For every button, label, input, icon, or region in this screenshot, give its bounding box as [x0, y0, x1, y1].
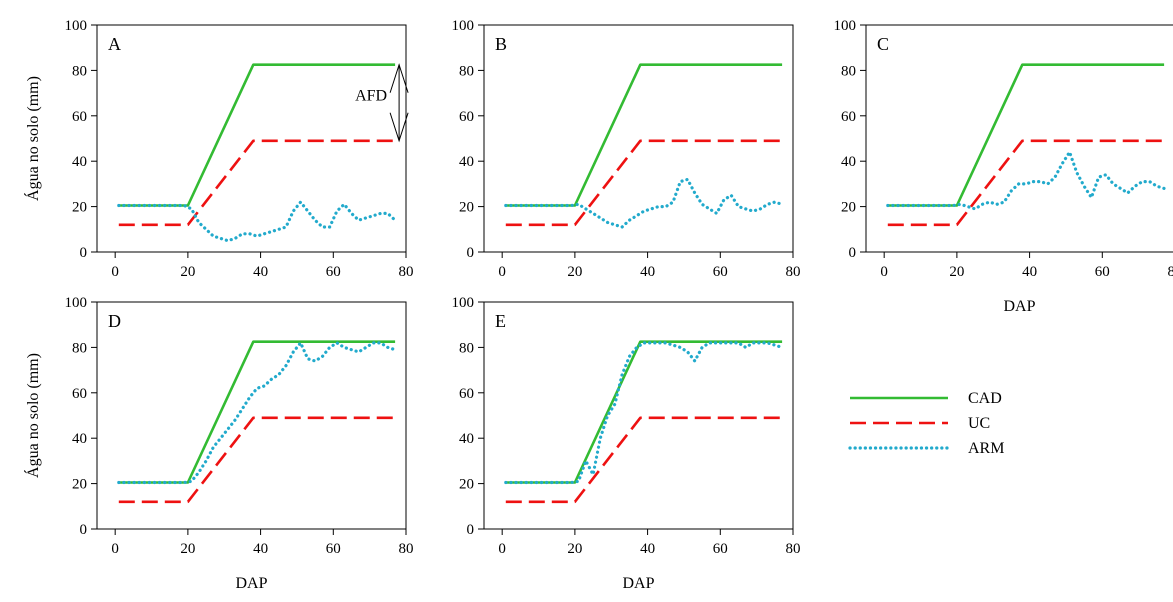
x-tick-label: 0	[111, 264, 119, 280]
panel-letter: A	[108, 34, 121, 54]
afd-label: AFD	[355, 88, 387, 105]
legend-label-cad: CAD	[968, 390, 1002, 407]
x-tick-label: 40	[640, 541, 655, 557]
series-line-cad	[505, 63, 783, 207]
y-tick-label: 80	[459, 340, 474, 356]
legend-label-arm: ARM	[968, 440, 1004, 457]
series-line-arm	[117, 341, 397, 485]
y-tick-label: 40	[841, 154, 856, 170]
y-tick-label: 80	[72, 340, 87, 356]
y-tick-label: 80	[841, 63, 856, 79]
x-tick-label: 20	[180, 264, 195, 280]
y-tick-label: 60	[459, 386, 474, 402]
legend: CAD UC ARM	[848, 390, 1004, 457]
x-tick-label: 20	[180, 541, 195, 557]
series-line-arm	[117, 200, 397, 243]
x-axis-label: DAP	[1003, 298, 1035, 315]
y-tick-label: 0	[849, 245, 857, 261]
series-line-uc	[118, 416, 396, 504]
x-tick-label: 20	[567, 541, 582, 557]
panel-c: 0 20 40 60 80 100 0 20 40 60 80 C DAP	[834, 18, 1173, 315]
x-tick-label: 0	[111, 541, 119, 557]
y-tick-label: 20	[459, 200, 474, 216]
y-axis-label: Água no solo (mm)	[23, 353, 42, 478]
y-tick-label: 20	[72, 477, 87, 493]
y-tick-label: 80	[72, 63, 87, 79]
plot-frame	[96, 301, 407, 530]
series-line-uc	[887, 139, 1165, 227]
plot-frame	[96, 24, 407, 253]
series-line-uc	[505, 139, 783, 227]
panel-a: 0 20 40 60 80 100 0 20 40 60 80 A Água no solo (mm) A…	[23, 18, 414, 280]
y-axis-label: Água no solo (mm)	[23, 76, 42, 201]
y-tick-label: 40	[72, 431, 87, 447]
y-tick-label: 100	[834, 18, 857, 34]
y-tick-label: 40	[459, 431, 474, 447]
x-axis-label: DAP	[622, 575, 654, 592]
x-tick-label: 40	[640, 264, 655, 280]
y-tick-label: 0	[80, 522, 88, 538]
y-tick-label: 0	[467, 245, 475, 261]
y-tick-label: 100	[65, 18, 88, 34]
x-tick-label: 60	[1095, 264, 1110, 280]
plot-frame	[483, 301, 794, 530]
y-tick-label: 40	[72, 154, 87, 170]
legend-label-uc: UC	[968, 415, 990, 432]
series-line-arm	[504, 177, 784, 229]
x-tick-label: 20	[949, 264, 964, 280]
y-tick-label: 0	[80, 245, 88, 261]
x-tick-label: 60	[713, 541, 728, 557]
y-tick-label: 60	[72, 386, 87, 402]
series-line-cad	[505, 340, 783, 484]
y-tick-label: 80	[459, 63, 474, 79]
series-line-cad	[118, 340, 396, 484]
series-line-arm	[886, 150, 1166, 211]
y-tick-label: 20	[459, 477, 474, 493]
y-tick-label: 20	[841, 200, 856, 216]
panel-d: 0 20 40 60 80 100 0 20 40 60 80 D Água no solo (mm) D…	[23, 295, 414, 592]
y-tick-label: 0	[467, 522, 475, 538]
afd-arrowhead-top	[389, 63, 409, 93]
panel-letter: C	[877, 34, 889, 54]
y-tick-label: 60	[72, 109, 87, 125]
series-line-cad	[118, 63, 396, 207]
x-tick-label: 80	[786, 541, 801, 557]
y-tick-label: 100	[65, 295, 88, 311]
panel-e: 0 20 40 60 80 100 0 20 40 60 80 E DAP	[452, 295, 801, 592]
panel-letter: B	[495, 34, 507, 54]
series-line-uc	[505, 416, 783, 504]
y-tick-label: 60	[459, 109, 474, 125]
x-tick-label: 0	[880, 264, 888, 280]
y-tick-label: 100	[452, 295, 475, 311]
plot-frame	[865, 24, 1173, 253]
y-tick-label: 100	[452, 18, 475, 34]
x-axis-label: DAP	[235, 575, 267, 592]
afd-arrowhead-bottom	[389, 112, 409, 143]
y-tick-label: 20	[72, 200, 87, 216]
x-tick-label: 0	[498, 264, 506, 280]
x-tick-label: 80	[1168, 264, 1173, 280]
x-tick-label: 60	[713, 264, 728, 280]
plot-frame	[483, 24, 794, 253]
x-tick-label: 80	[786, 264, 801, 280]
series-line-arm	[504, 341, 784, 485]
x-tick-label: 40	[253, 264, 268, 280]
x-tick-label: 40	[1022, 264, 1037, 280]
panel-b: 0 20 40 60 80 100 0 20 40 60 80 B	[452, 18, 801, 280]
y-tick-label: 40	[459, 154, 474, 170]
x-tick-label: 0	[498, 541, 506, 557]
series-line-cad	[887, 63, 1165, 207]
x-tick-label: 60	[326, 541, 341, 557]
panel-letter: E	[495, 311, 506, 331]
x-tick-label: 40	[253, 541, 268, 557]
x-tick-label: 60	[326, 264, 341, 280]
x-tick-label: 80	[399, 541, 414, 557]
panel-letter: D	[108, 311, 121, 331]
x-tick-label: 80	[399, 264, 414, 280]
y-tick-label: 60	[841, 109, 856, 125]
series-line-uc	[118, 139, 396, 227]
x-tick-label: 20	[567, 264, 582, 280]
